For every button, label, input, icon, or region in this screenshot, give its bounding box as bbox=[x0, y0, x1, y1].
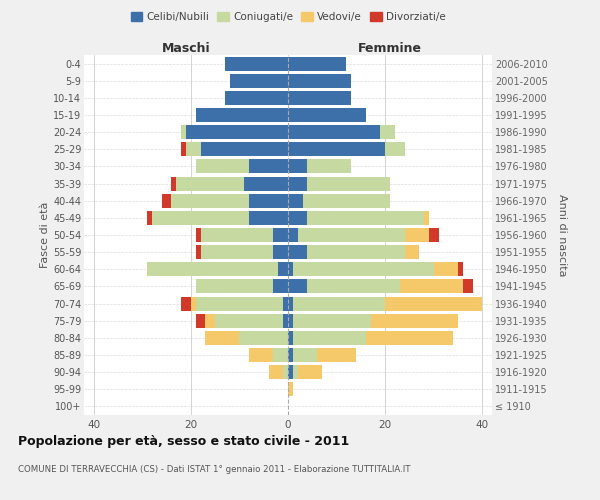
Bar bbox=[288, 228, 298, 242]
Bar bbox=[147, 211, 152, 225]
Bar bbox=[181, 296, 191, 310]
Bar bbox=[288, 176, 307, 190]
Bar bbox=[293, 314, 371, 328]
Bar bbox=[288, 382, 293, 396]
Bar bbox=[288, 314, 293, 328]
Bar bbox=[283, 365, 288, 379]
Bar bbox=[288, 142, 385, 156]
Bar bbox=[458, 262, 463, 276]
Bar bbox=[288, 194, 302, 207]
Bar bbox=[298, 365, 322, 379]
Bar bbox=[288, 348, 293, 362]
Bar bbox=[429, 228, 439, 242]
Bar bbox=[181, 142, 186, 156]
Bar bbox=[288, 331, 293, 345]
Bar bbox=[288, 262, 293, 276]
Bar bbox=[196, 228, 200, 242]
Bar bbox=[293, 331, 366, 345]
Bar bbox=[302, 194, 390, 207]
Bar bbox=[293, 296, 385, 310]
Bar bbox=[200, 142, 288, 156]
Bar bbox=[186, 125, 288, 139]
Bar bbox=[274, 348, 288, 362]
Bar bbox=[249, 194, 288, 207]
Bar bbox=[288, 245, 307, 259]
Bar bbox=[288, 108, 366, 122]
Bar bbox=[288, 296, 293, 310]
Bar bbox=[215, 314, 283, 328]
Bar bbox=[424, 211, 429, 225]
Y-axis label: Fasce di età: Fasce di età bbox=[40, 202, 50, 268]
Text: Maschi: Maschi bbox=[161, 42, 211, 55]
Bar bbox=[307, 245, 404, 259]
Bar bbox=[196, 245, 200, 259]
Bar bbox=[200, 228, 274, 242]
Text: COMUNE DI TERRAVECCHIA (CS) - Dati ISTAT 1° gennaio 2011 - Elaborazione TUTTITAL: COMUNE DI TERRAVECCHIA (CS) - Dati ISTAT… bbox=[18, 465, 410, 474]
Bar bbox=[200, 245, 274, 259]
Text: Popolazione per età, sesso e stato civile - 2011: Popolazione per età, sesso e stato civil… bbox=[18, 435, 349, 448]
Bar bbox=[293, 365, 298, 379]
Bar bbox=[225, 56, 288, 70]
Bar bbox=[196, 280, 274, 293]
Bar bbox=[385, 296, 482, 310]
Bar bbox=[400, 280, 463, 293]
Bar bbox=[147, 262, 278, 276]
Bar bbox=[274, 228, 288, 242]
Bar bbox=[269, 365, 283, 379]
Bar bbox=[278, 262, 288, 276]
Bar bbox=[196, 296, 283, 310]
Bar bbox=[404, 228, 429, 242]
Bar bbox=[293, 262, 434, 276]
Bar bbox=[249, 211, 288, 225]
Bar bbox=[196, 314, 205, 328]
Bar bbox=[380, 125, 395, 139]
Bar bbox=[176, 176, 244, 190]
Bar bbox=[162, 194, 172, 207]
Bar bbox=[181, 125, 186, 139]
Bar bbox=[317, 348, 356, 362]
Bar bbox=[463, 280, 473, 293]
Bar bbox=[288, 280, 307, 293]
Bar bbox=[288, 160, 307, 173]
Bar bbox=[249, 348, 274, 362]
Bar bbox=[288, 211, 307, 225]
Bar bbox=[196, 108, 288, 122]
Bar bbox=[172, 194, 249, 207]
Bar bbox=[244, 176, 288, 190]
Bar bbox=[307, 211, 424, 225]
Bar bbox=[288, 365, 293, 379]
Bar bbox=[274, 280, 288, 293]
Bar bbox=[404, 245, 419, 259]
Bar bbox=[274, 245, 288, 259]
Bar bbox=[172, 176, 176, 190]
Bar bbox=[298, 228, 404, 242]
Bar bbox=[288, 91, 351, 105]
Bar bbox=[152, 211, 249, 225]
Bar bbox=[307, 176, 390, 190]
Bar bbox=[239, 331, 288, 345]
Text: Femmine: Femmine bbox=[358, 42, 422, 55]
Bar bbox=[196, 160, 249, 173]
Bar bbox=[288, 56, 346, 70]
Bar bbox=[186, 142, 200, 156]
Legend: Celibi/Nubili, Coniugati/e, Vedovi/e, Divorziati/e: Celibi/Nubili, Coniugati/e, Vedovi/e, Di… bbox=[127, 8, 449, 26]
Bar bbox=[307, 280, 400, 293]
Bar bbox=[225, 91, 288, 105]
Bar bbox=[205, 314, 215, 328]
Bar bbox=[283, 296, 288, 310]
Bar bbox=[283, 314, 288, 328]
Bar bbox=[191, 296, 196, 310]
Y-axis label: Anni di nascita: Anni di nascita bbox=[557, 194, 567, 276]
Bar bbox=[249, 160, 288, 173]
Bar bbox=[230, 74, 288, 88]
Bar bbox=[293, 348, 317, 362]
Bar bbox=[205, 331, 239, 345]
Bar bbox=[307, 160, 351, 173]
Bar bbox=[371, 314, 458, 328]
Bar bbox=[434, 262, 458, 276]
Bar bbox=[288, 125, 380, 139]
Bar bbox=[385, 142, 404, 156]
Bar bbox=[366, 331, 453, 345]
Bar bbox=[288, 74, 351, 88]
